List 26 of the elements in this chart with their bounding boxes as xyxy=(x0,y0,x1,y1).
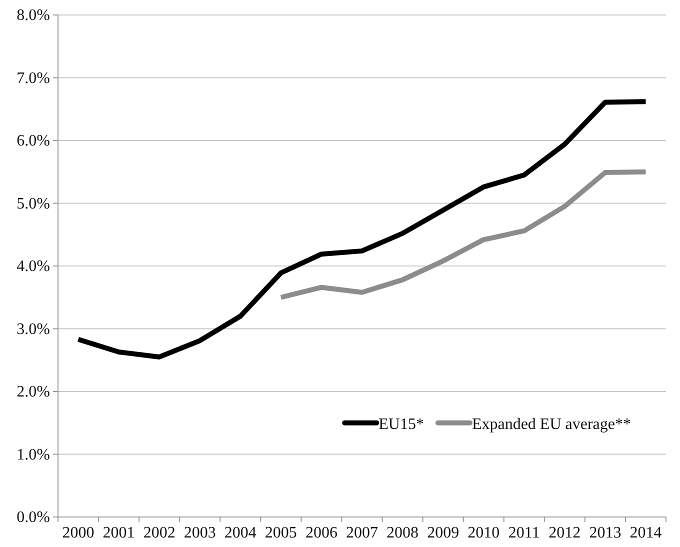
y-tick-label: 1.0% xyxy=(16,446,50,464)
x-tick-label: 2009 xyxy=(427,524,460,542)
x-tick-label: 2011 xyxy=(508,524,540,542)
x-tick-label: 2014 xyxy=(630,524,662,542)
x-tick-label: 2001 xyxy=(102,524,135,542)
x-tick-label: 2012 xyxy=(548,524,581,542)
y-tick-label: 2.0% xyxy=(16,384,50,401)
x-tick-label: 2000 xyxy=(62,524,94,542)
y-tick-label: 5.0% xyxy=(16,195,50,212)
x-tick-label: 2006 xyxy=(305,524,338,542)
y-tick-label: 8.0% xyxy=(16,7,50,24)
y-tick-label: 6.0% xyxy=(16,132,50,150)
legend-label: EU15* xyxy=(378,416,424,433)
y-tick-label: 0.0% xyxy=(16,509,50,526)
y-tick-label: 3.0% xyxy=(16,320,50,338)
x-tick-label: 2007 xyxy=(346,524,378,542)
x-tick-label: 2008 xyxy=(386,524,419,542)
y-tick-label: 7.0% xyxy=(16,70,50,87)
x-tick-label: 2013 xyxy=(589,524,622,542)
y-tick-label: 4.0% xyxy=(16,258,50,276)
x-tick-label: 2005 xyxy=(264,524,297,542)
x-tick-label: 2010 xyxy=(468,524,500,542)
x-tick-label: 2003 xyxy=(184,524,216,542)
x-tick-label: 2004 xyxy=(224,524,256,542)
legend-label: Expanded EU average** xyxy=(472,416,631,433)
x-tick-label: 2002 xyxy=(143,524,176,542)
